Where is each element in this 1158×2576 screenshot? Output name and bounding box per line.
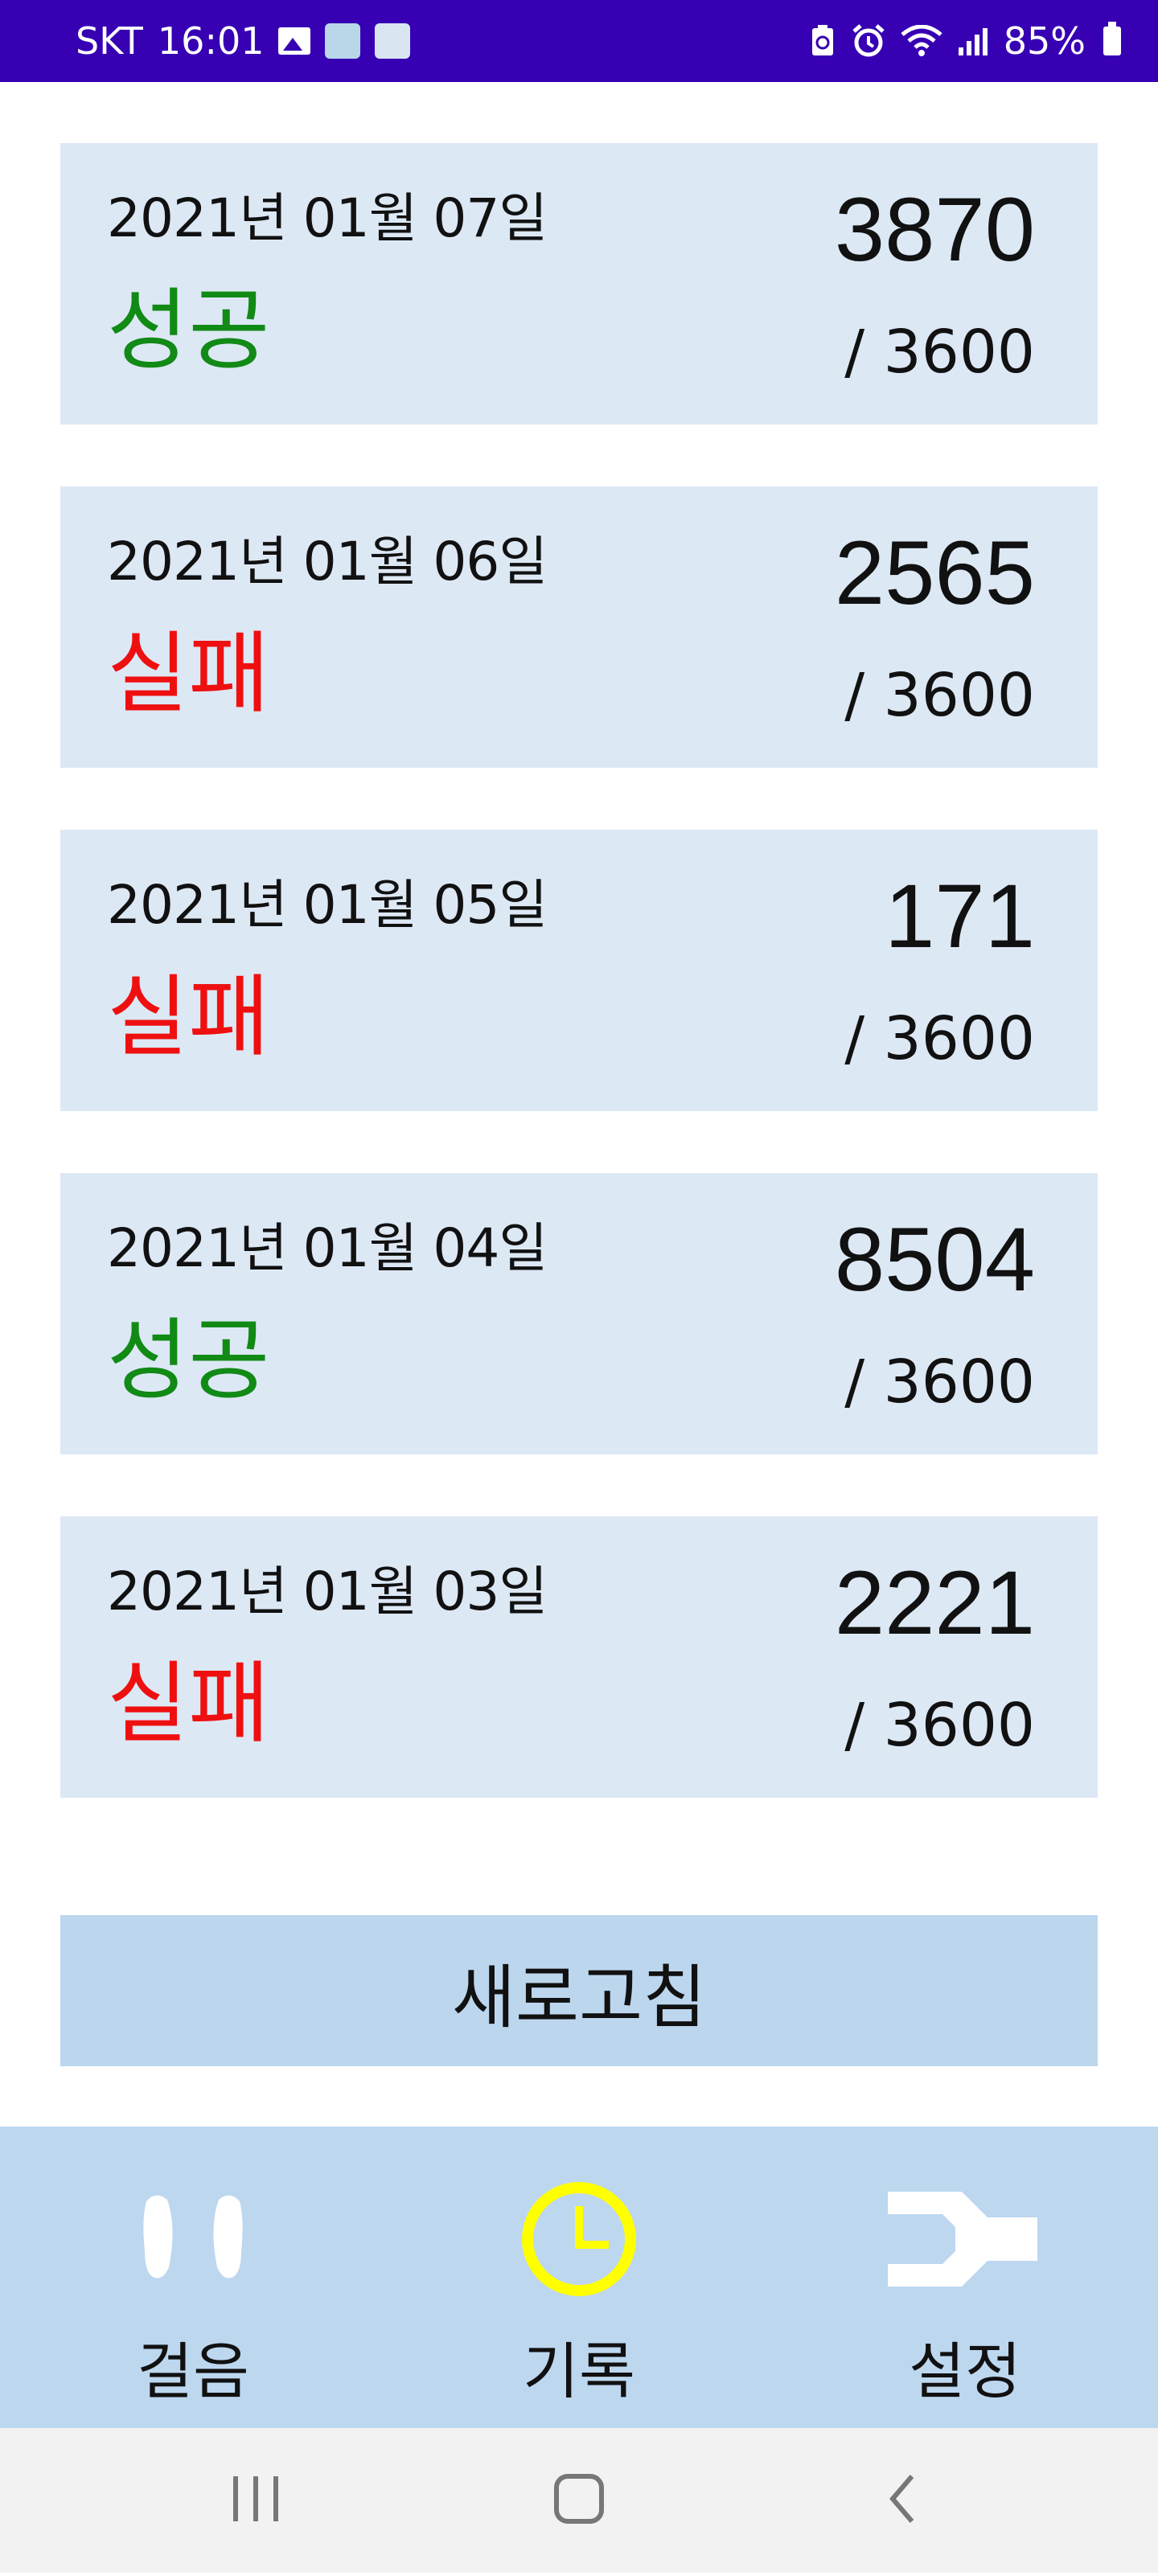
alarm-icon: [852, 24, 885, 57]
home-button[interactable]: [499, 2428, 659, 2573]
record-result: 실패: [107, 966, 270, 1069]
nav-label-history: 기록: [523, 2336, 635, 2407]
record-result: 성공: [107, 1309, 270, 1412]
record-steps: 3870: [834, 179, 1035, 280]
record-card: 2021년 01월 07일 성공 3870 / 3600: [60, 143, 1098, 425]
battery-percentage: 85%: [1003, 19, 1086, 63]
gallery-notification-icon: [278, 27, 311, 55]
record-result: 실패: [107, 622, 270, 725]
wrench-icon: [888, 2192, 1037, 2287]
memo-notification-icon: [375, 23, 411, 59]
record-result: 실패: [107, 1652, 270, 1755]
record-result: 성공: [107, 279, 270, 382]
status-left: SKT 16:01: [76, 19, 411, 63]
record-card: 2021년 01월 04일 성공 8504 / 3600: [60, 1173, 1098, 1454]
record-card: 2021년 01월 06일 실패 2565 / 3600: [60, 486, 1098, 768]
home-icon: [554, 2474, 604, 2524]
app-notification-icon: [325, 23, 361, 59]
nav-item-history[interactable]: 기록: [386, 2127, 772, 2428]
record-date: 2021년 01월 03일: [107, 1561, 548, 1622]
clock-icon: [522, 2182, 636, 2296]
nav-label-steps: 걸음: [137, 2336, 249, 2407]
signal-icon: [958, 28, 988, 55]
bottom-navigation: 걸음 기록 설정: [0, 2127, 1158, 2428]
clock-label: 16:01: [157, 19, 265, 63]
record-date: 2021년 01월 05일: [107, 874, 548, 936]
record-goal: / 3600: [844, 1347, 1035, 1417]
nav-label-settings: 설정: [909, 2336, 1021, 2407]
record-steps: 2565: [834, 523, 1035, 623]
record-date: 2021년 01월 06일: [107, 531, 548, 593]
record-goal: / 3600: [844, 318, 1035, 387]
record-card: 2021년 01월 03일 실패 2221 / 3600: [60, 1516, 1098, 1798]
nav-item-settings[interactable]: 설정: [772, 2127, 1158, 2428]
record-card: 2021년 01월 05일 실패 171 / 3600: [60, 830, 1098, 1111]
record-steps: 8504: [834, 1209, 1035, 1310]
record-date: 2021년 01월 07일: [107, 187, 548, 249]
record-steps: 2221: [834, 1553, 1035, 1653]
back-button[interactable]: [822, 2428, 983, 2573]
system-navigation-bar: [0, 2428, 1158, 2573]
status-bar: SKT 16:01 85%: [0, 0, 1158, 82]
back-icon: [889, 2475, 914, 2523]
record-goal: / 3600: [844, 1004, 1035, 1073]
record-goal: / 3600: [844, 1691, 1035, 1760]
footprints-icon: [143, 2195, 243, 2279]
record-goal: / 3600: [844, 661, 1035, 730]
battery-saver-icon: [811, 25, 833, 55]
refresh-button[interactable]: 새로고침: [60, 1915, 1098, 2066]
battery-icon: [1103, 22, 1121, 55]
record-steps: 171: [885, 866, 1035, 966]
wifi-icon: [901, 25, 942, 56]
recent-apps-button[interactable]: [175, 2428, 336, 2573]
status-right: 85%: [809, 19, 1121, 63]
recent-apps-icon: [233, 2476, 278, 2521]
nav-item-steps[interactable]: 걸음: [0, 2127, 386, 2428]
record-date: 2021년 01월 04일: [107, 1217, 548, 1279]
carrier-label: SKT: [76, 19, 143, 63]
